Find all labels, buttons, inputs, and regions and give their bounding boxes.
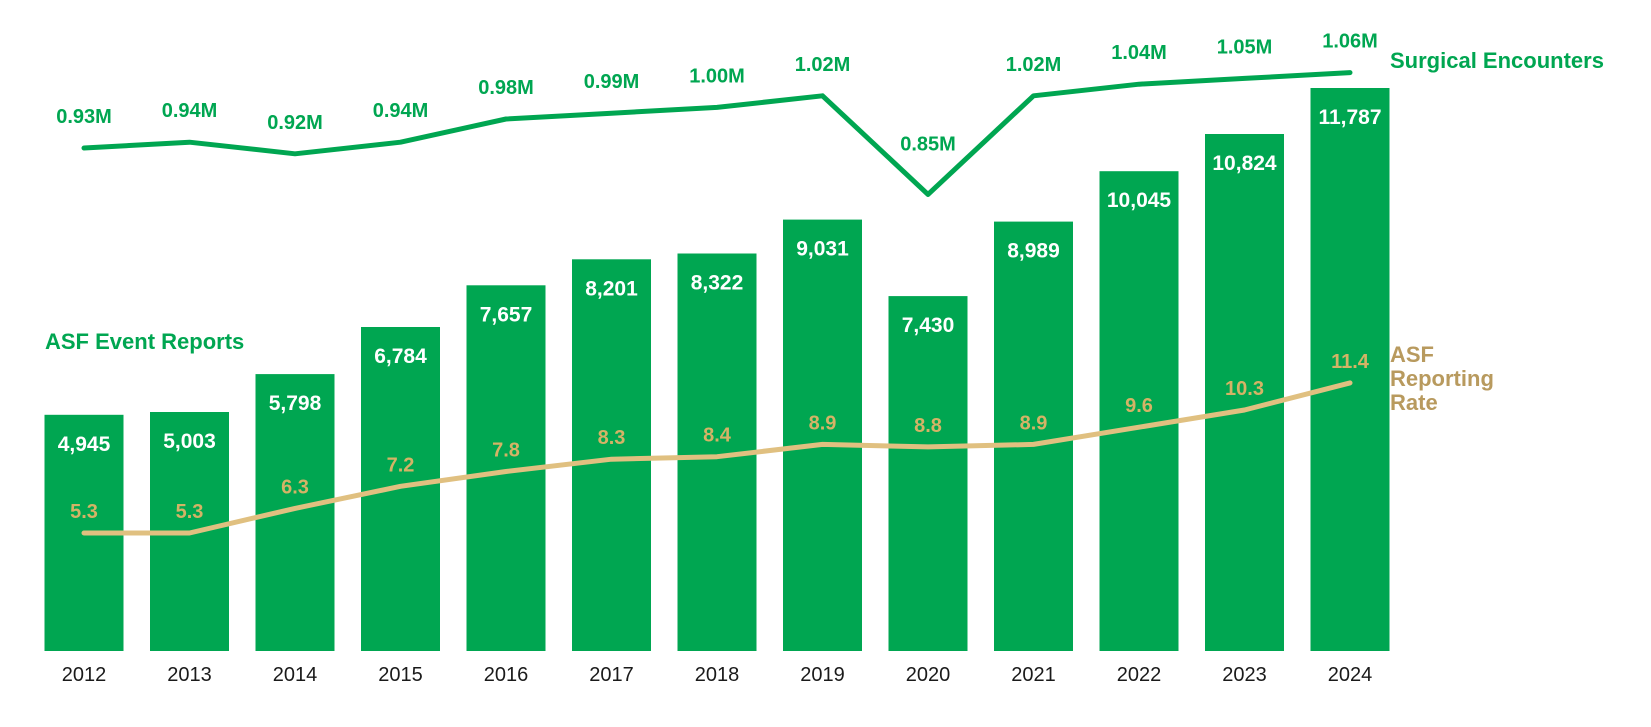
bar-value-label-2020: 7,430 xyxy=(902,314,955,337)
surgical-encounters-label-2012: 0.93M xyxy=(56,106,112,128)
bar-value-label-2022: 10,045 xyxy=(1107,189,1172,212)
asf-event-reports-title: ASF Event Reports xyxy=(45,329,244,354)
bar-value-label-2024: 11,787 xyxy=(1318,106,1381,129)
reporting-rate-line xyxy=(81,380,1353,536)
x-tick-2015: 2015 xyxy=(378,664,423,686)
bar-value-label-2019: 9,031 xyxy=(796,238,849,261)
surgical-encounters-label-2018: 1.00M xyxy=(689,65,745,87)
x-tick-2023: 2023 xyxy=(1222,664,1267,686)
surgical-encounters-label-2020: 0.85M xyxy=(900,133,956,155)
x-axis-ticks: 2012 2013 2014 2015 2016 2017 2018 2019 2020 2021… xyxy=(62,664,1373,686)
reporting-rate-label-2023: 10.3 xyxy=(1225,378,1264,400)
bar-value-label-2012: 4,945 xyxy=(58,433,111,456)
reporting-rate-label-2019: 8.9 xyxy=(809,412,837,434)
reporting-rate-label-2022: 9.6 xyxy=(1125,395,1153,417)
x-tick-2020: 2020 xyxy=(906,664,951,686)
bar-2015 xyxy=(361,327,440,651)
surgical-encounters-label-2014: 0.92M xyxy=(267,112,323,134)
x-tick-2012: 2012 xyxy=(62,664,107,686)
bar-2019 xyxy=(783,219,862,651)
surgical-encounters-label-2017: 0.99M xyxy=(584,71,640,93)
x-tick-2013: 2013 xyxy=(167,664,212,686)
bar-value-label-2023: 10,824 xyxy=(1212,152,1277,175)
bar-2024 xyxy=(1310,88,1390,651)
x-tick-2024: 2024 xyxy=(1328,664,1373,686)
reporting-rate-label-2017: 8.3 xyxy=(598,427,626,449)
rate-title-line-2: Reporting xyxy=(1390,366,1494,391)
surgical-encounters-label-2013: 0.94M xyxy=(162,100,218,122)
rate-title-line-1: ASF xyxy=(1390,342,1434,367)
reporting-rate-label-2015: 7.2 xyxy=(387,454,415,476)
bar-2017 xyxy=(572,259,651,651)
rate-title-line-3: Rate xyxy=(1390,390,1438,415)
surgical-encounters-label-2015: 0.94M xyxy=(373,100,429,122)
surgical-encounters-title: Surgical Encounters xyxy=(1390,48,1604,73)
reporting-rate-label-2012: 5.3 xyxy=(70,501,98,523)
reporting-rate-label-2016: 7.8 xyxy=(492,440,520,462)
surgical-encounters-label-2024: 1.06M xyxy=(1322,31,1378,53)
x-tick-2018: 2018 xyxy=(695,664,740,686)
bars-layer xyxy=(44,88,1390,651)
bar-2022 xyxy=(1099,171,1179,651)
bar-2023 xyxy=(1205,134,1284,651)
bar-value-label-2017: 8,201 xyxy=(585,277,638,300)
reporting-rate-label-2014: 6.3 xyxy=(281,476,309,498)
bar-2021 xyxy=(994,221,1073,651)
reporting-rate-label-2018: 8.4 xyxy=(703,425,732,447)
bar-value-label-2018: 8,322 xyxy=(691,272,744,295)
bar-value-label-2016: 7,657 xyxy=(480,303,533,326)
x-tick-2017: 2017 xyxy=(589,664,634,686)
surgical-encounters-layer: 0.93M 0.94M 0.92M 0.94M 0.98M 0.99M 1.00M 1.02M… xyxy=(56,31,1378,197)
surgical-encounters-label-2016: 0.98M xyxy=(478,77,534,99)
bar-value-label-2015: 6,784 xyxy=(374,345,427,368)
x-tick-2016: 2016 xyxy=(484,664,529,686)
surgical-encounters-label-2019: 1.02M xyxy=(795,54,851,76)
surgical-encounters-label-2021: 1.02M xyxy=(1006,54,1062,76)
bar-value-labels: 4,945 5,003 5,798 6,784 7,657 8,201 8,322 9,031… xyxy=(58,106,1382,456)
surgical-encounters-label-2023: 1.05M xyxy=(1217,36,1273,58)
reporting-rate-label-2024: 11.4 xyxy=(1331,351,1370,373)
x-tick-2021: 2021 xyxy=(1011,664,1056,686)
asf-reporting-rate-title: ASF Reporting Rate xyxy=(1390,342,1500,415)
bar-value-label-2014: 5,798 xyxy=(269,392,322,415)
x-tick-2019: 2019 xyxy=(800,664,845,686)
reporting-rate-label-2020: 8.8 xyxy=(914,415,942,437)
surgical-encounters-line xyxy=(81,70,1353,197)
x-tick-2022: 2022 xyxy=(1117,664,1162,686)
reporting-rate-layer: 5.3 5.3 6.3 7.2 7.8 8.3 8.4 8.9 8.8 8.9 9.6 10.3 11.… xyxy=(70,351,1370,536)
reporting-rate-label-2021: 8.9 xyxy=(1020,412,1048,434)
x-tick-2014: 2014 xyxy=(273,664,318,686)
bar-value-label-2021: 8,989 xyxy=(1007,240,1060,263)
reporting-rate-label-2013: 5.3 xyxy=(176,501,204,523)
bar-value-label-2013: 5,003 xyxy=(163,430,216,453)
surgical-encounters-label-2022: 1.04M xyxy=(1111,42,1167,64)
bar-2020 xyxy=(888,296,968,651)
